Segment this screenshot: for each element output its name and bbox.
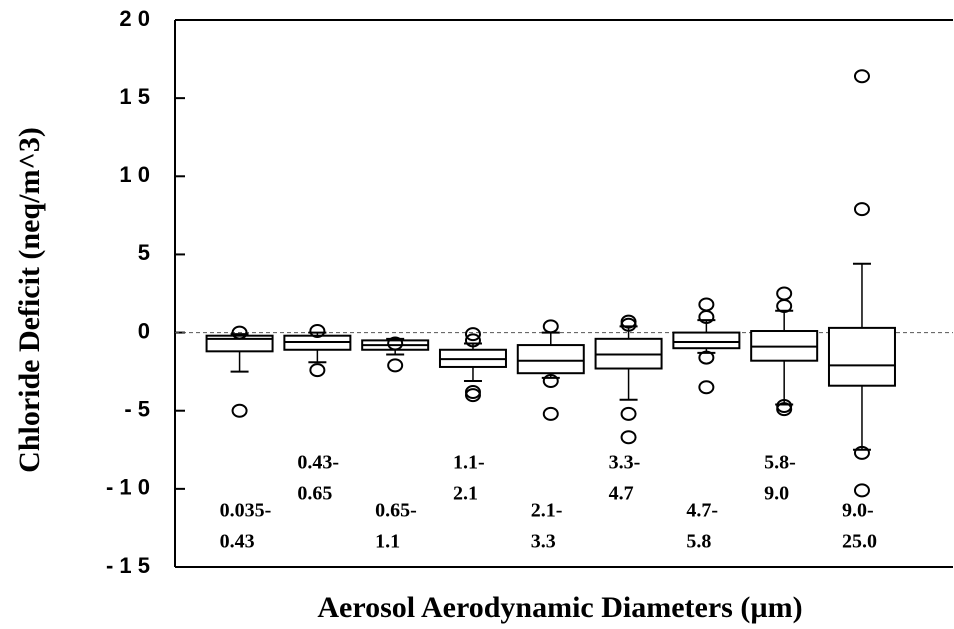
outlier [620,317,637,332]
outlier [542,374,559,389]
outlier [387,336,404,351]
x-tick-label: 5.8- [764,452,796,474]
y-tick-label: 2 0 [119,6,150,31]
x-tick-label: 25.0 [842,531,877,553]
x-tick-label: 3.3 [531,531,556,553]
outlier [231,325,248,340]
outlier [309,324,326,339]
y-tick-label: - 1 5 [106,553,150,578]
outlier [853,483,870,498]
outlier [387,358,404,373]
outlier [464,333,481,348]
outlier [542,319,559,334]
y-tick-label: - 5 [124,397,150,422]
x-tick-label: 4.7 [609,483,634,505]
x-tick-label: 0.65 [297,483,332,505]
x-tick-label: 3.3- [609,452,641,474]
box [672,331,741,350]
outlier [776,299,793,314]
y-tick-label: 1 0 [119,162,150,187]
x-tick-label: 1.1- [453,452,485,474]
y-tick-label: 0 [138,318,150,343]
outlier [776,402,793,417]
outlier [698,350,715,365]
outlier [698,297,715,312]
outlier [620,430,637,445]
outlier [231,403,248,418]
x-tick-label: 2.1 [453,483,478,505]
outlier [776,286,793,301]
outlier [464,388,481,403]
outlier [853,445,870,460]
x-tick-label: 4.7- [686,500,718,522]
x-axis-title: Aerosol Aerodynamic Diameters (µm) [317,591,802,624]
outlier [309,363,326,378]
box [516,344,585,375]
outlier [464,327,481,342]
x-tick-label: 9.0 [764,483,789,505]
x-tick-label: 5.8 [686,531,711,553]
x-tick-label: 0.035- [220,500,272,522]
x-tick-label: 1.1 [375,531,400,553]
x-tick-label: 0.65- [375,500,417,522]
outlier [542,406,559,421]
box [827,326,896,387]
y-tick-label: 5 [138,240,150,265]
x-tick-label: 9.0- [842,500,874,522]
outlier [698,380,715,395]
x-tick-label: 2.1- [531,500,563,522]
y-axis-title: Chloride Deficit (neq/m^3) [13,127,46,473]
x-tick-label: 0.43 [220,531,255,553]
outlier [620,406,637,421]
y-tick-label: 1 5 [119,84,150,109]
outlier [853,69,870,84]
x-tick-label: 0.43- [297,452,339,474]
y-tick-label: - 1 0 [106,475,150,500]
outlier [698,309,715,324]
outlier [853,202,870,217]
